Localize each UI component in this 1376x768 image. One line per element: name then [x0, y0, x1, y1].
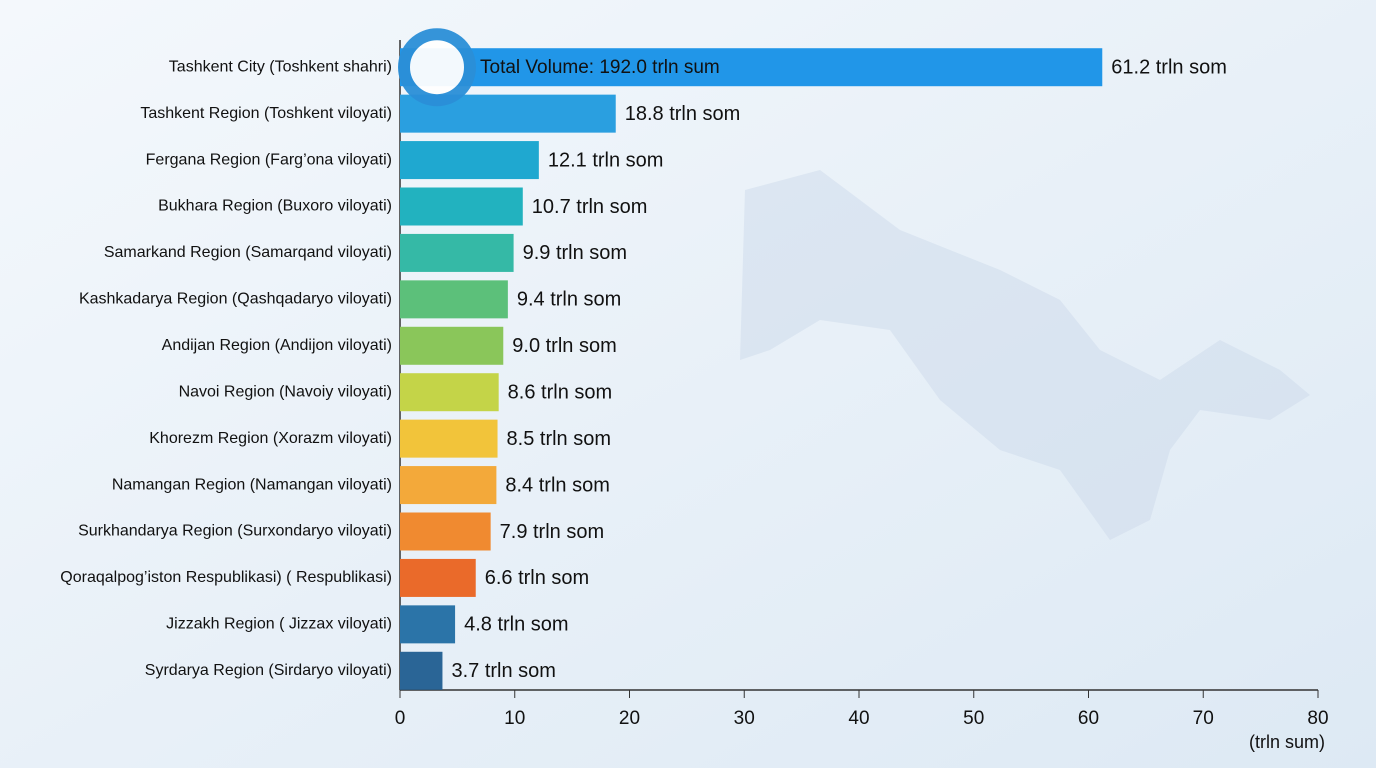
- bar: [400, 280, 508, 319]
- x-tick-label: 60: [1078, 708, 1099, 729]
- value-label: 4.8 trln som: [464, 614, 568, 636]
- y-tick-label: Tashkent City (Toshkent shahri): [169, 58, 392, 75]
- bar: [400, 651, 443, 690]
- value-label: 10.7 trln som: [532, 196, 648, 218]
- value-label: 8.5 trln som: [507, 428, 611, 450]
- x-axis-label: (trln sum): [1249, 732, 1325, 752]
- map-decoration: [740, 170, 1310, 540]
- value-label: 3.7 trln som: [451, 660, 555, 682]
- y-tick-label: Namangan Region (Namangan viloyati): [112, 476, 392, 493]
- y-tick-label: Fergana Region (Farg’ona viloyati): [146, 151, 392, 168]
- value-label: 61.2 trln som: [1111, 56, 1227, 78]
- bar: [400, 48, 1103, 87]
- value-label: 8.4 trln som: [505, 474, 609, 496]
- value-label: 9.9 trln som: [523, 242, 627, 264]
- x-tick-label: 30: [734, 708, 755, 729]
- bar: [400, 141, 539, 180]
- value-label: 9.0 trln som: [512, 335, 616, 357]
- donut-icon: [398, 28, 476, 107]
- y-tick-label: Jizzakh Region ( Jizzax viloyati): [166, 616, 392, 633]
- bar: [400, 233, 514, 272]
- bar: [400, 187, 523, 226]
- x-tick-label: 10: [504, 708, 525, 729]
- value-label: 9.4 trln som: [517, 289, 621, 311]
- bar: [400, 373, 499, 412]
- y-tick-label: Qoraqalpog’iston Respublikasi) ( Respubl…: [60, 569, 392, 586]
- x-tick-label: 40: [848, 708, 869, 729]
- bar: [400, 512, 491, 551]
- y-tick-label: Bukhara Region (Buxoro viloyati): [158, 198, 392, 215]
- y-tick-label: Surkhandarya Region (Surxondaryo viloyat…: [78, 523, 392, 540]
- y-tick-label: Khorezm Region (Xorazm viloyati): [149, 430, 392, 447]
- y-tick-label: Navoi Region (Navoiy viloyati): [179, 383, 392, 400]
- y-tick-label: Kashkadarya Region (Qashqadaryo viloyati…: [79, 291, 392, 308]
- value-label: 12.1 trln som: [548, 149, 664, 171]
- value-label: 18.8 trln som: [625, 103, 741, 125]
- value-label: 8.6 trln som: [508, 381, 612, 403]
- x-tick-label: 70: [1193, 708, 1214, 729]
- annotation: Total Volume: 192.0 trln sum: [480, 57, 720, 78]
- y-tick-label: Andijan Region (Andijon viloyati): [162, 337, 392, 354]
- bar: [400, 558, 476, 597]
- y-tick-label: Syrdarya Region (Sirdaryo viloyati): [145, 662, 392, 679]
- bar: [400, 419, 498, 458]
- x-tick-label: 50: [963, 708, 984, 729]
- x-tick-label: 80: [1307, 708, 1328, 729]
- x-tick-label: 20: [619, 708, 640, 729]
- bar: [400, 326, 504, 365]
- bar: [400, 466, 497, 505]
- y-tick-label: Samarkand Region (Samarqand viloyati): [104, 244, 392, 261]
- x-tick-label: 0: [395, 708, 406, 729]
- value-label: 7.9 trln som: [500, 521, 604, 543]
- y-tick-label: Tashkent Region (Toshkent viloyati): [140, 105, 392, 122]
- value-label: 6.6 trln som: [485, 567, 589, 589]
- bar: [400, 605, 456, 644]
